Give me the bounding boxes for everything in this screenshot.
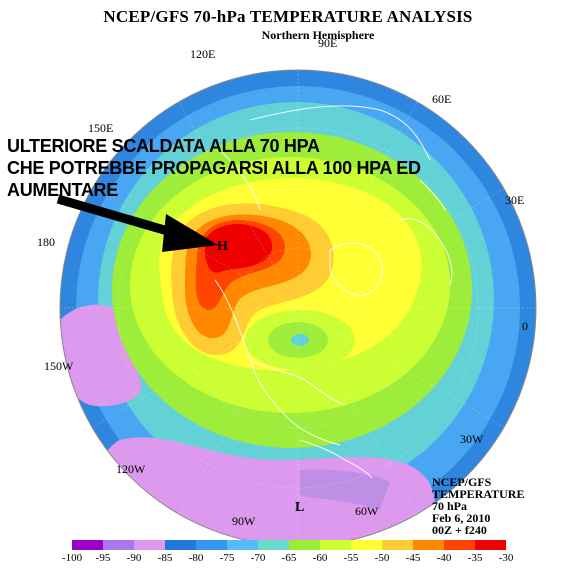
legend-swatch bbox=[413, 540, 444, 550]
legend-tick-label: -55 bbox=[343, 552, 359, 564]
legend-swatch bbox=[258, 540, 289, 550]
legend-tick-label: -40 bbox=[436, 552, 452, 564]
legend-swatch bbox=[103, 540, 134, 550]
legend-tick-label: -45 bbox=[405, 552, 421, 564]
lon-label-120e: 120E bbox=[190, 47, 216, 61]
coastline-asia bbox=[219, 105, 431, 211]
band-minus-85-blob bbox=[300, 469, 390, 510]
legend-tick-label: -60 bbox=[312, 552, 328, 564]
page-title: NCEP/GFS 70-hPa TEMPERATURE ANALYSIS bbox=[103, 7, 473, 26]
legend-swatch bbox=[289, 540, 320, 550]
page-subtitle: Northern Hemisphere bbox=[261, 28, 375, 42]
high-marker: H bbox=[217, 239, 228, 254]
lon-label-150e: 150E bbox=[88, 121, 114, 135]
legend-swatch bbox=[196, 540, 227, 550]
color-legend bbox=[72, 540, 506, 550]
lon-label-150w: 150W bbox=[44, 359, 74, 373]
band-minus-35 bbox=[205, 224, 273, 273]
legend-swatch bbox=[72, 540, 103, 550]
grid-lat-ring-2 bbox=[177, 187, 419, 429]
info-line-1: NCEP/GFS bbox=[432, 475, 492, 489]
lon-label-90e: 90E bbox=[318, 36, 338, 50]
low-marker: L bbox=[295, 500, 304, 515]
lon-label-90w: 90W bbox=[232, 514, 256, 528]
coastline-greenland bbox=[329, 242, 383, 296]
legend-swatch bbox=[320, 540, 351, 550]
cold-pool-core bbox=[291, 334, 309, 346]
lon-label-180: 180 bbox=[37, 235, 55, 249]
coastline-europe bbox=[399, 179, 453, 286]
legend-tick-label: -90 bbox=[126, 552, 142, 564]
legend-swatch bbox=[351, 540, 382, 550]
annotation-line-1: ULTERIORE SCALDATA ALLA 70 HPA bbox=[7, 136, 320, 156]
lon-label-60w: 60W bbox=[355, 504, 379, 518]
legend-tick-label: -30 bbox=[498, 552, 514, 564]
info-line-4: Feb 6, 2010 bbox=[432, 511, 491, 525]
legend-swatch bbox=[382, 540, 413, 550]
legend-tick-label: -70 bbox=[250, 552, 266, 564]
legend-tick-label: -75 bbox=[219, 552, 235, 564]
legend-swatch bbox=[475, 540, 506, 550]
legend-tick-label: -85 bbox=[157, 552, 173, 564]
color-legend-labels: -100 -95 -90 -85 -80 -75 -70 -65 -60 -55 -50 -45 -40… bbox=[0, 552, 576, 566]
lon-label-30e: 30E bbox=[505, 193, 525, 207]
lon-label-30w: 30W bbox=[460, 432, 484, 446]
info-line-5: 00Z + f240 bbox=[432, 523, 487, 537]
legend-swatch bbox=[165, 540, 196, 550]
legend-swatch bbox=[227, 540, 258, 550]
lon-label-120w: 120W bbox=[116, 462, 146, 476]
info-line-3: 70 hPa bbox=[432, 499, 468, 513]
annotation-text: ULTERIORE SCALDATA ALLA 70 HPA CHE POTRE… bbox=[7, 135, 477, 201]
lon-label-60e: 60E bbox=[432, 92, 452, 106]
annotation-line-2: CHE POTREBBE PROPAGARSI ALLA 100 HPA ED bbox=[7, 158, 421, 178]
legend-tick-label: -50 bbox=[374, 552, 390, 564]
info-box: NCEP/GFS TEMPERATURE 70 hPa Feb 6, 2010 … bbox=[432, 476, 524, 536]
grid-lat-ring-1 bbox=[237, 247, 359, 369]
legend-swatch bbox=[444, 540, 475, 550]
legend-tick-label: -80 bbox=[188, 552, 204, 564]
legend-tick-label: -35 bbox=[467, 552, 483, 564]
lon-label-0: 0 bbox=[522, 319, 528, 333]
coastline-caribbean bbox=[299, 439, 373, 479]
annotation-line-3: AUMENTARE bbox=[7, 180, 118, 200]
grid-lat-ring-3 bbox=[117, 127, 479, 489]
legend-tick-label: -95 bbox=[95, 552, 111, 564]
coastline-north-america bbox=[214, 279, 346, 446]
info-line-2: TEMPERATURE bbox=[432, 487, 525, 501]
legend-tick-label: -100 bbox=[61, 552, 83, 564]
legend-tick-label: -65 bbox=[281, 552, 297, 564]
legend-swatch bbox=[134, 540, 165, 550]
annotation-arrow bbox=[56, 194, 218, 252]
